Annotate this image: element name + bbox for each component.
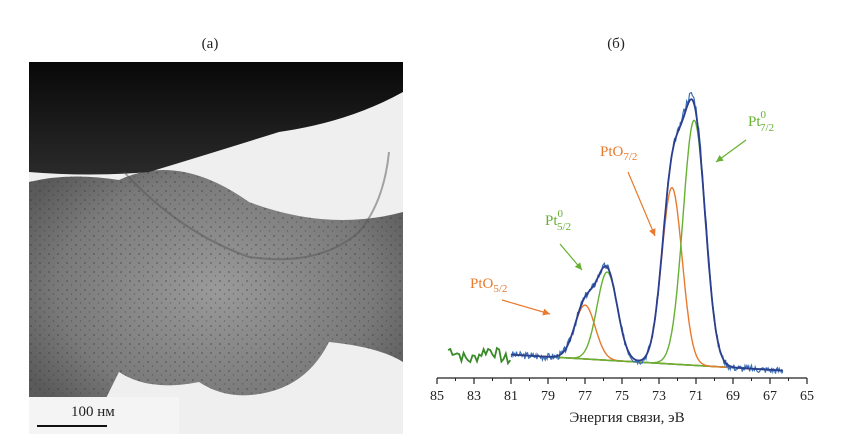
peak-arrowhead-2 (649, 228, 656, 236)
panel-b-label: (б) (607, 36, 625, 52)
peak-annotations: PtO5/2 Pt0 5/2 PtO7/2 Pt0 7/2 (470, 109, 774, 316)
fitted-peaks (510, 119, 783, 372)
x-tick-label: 67 (763, 389, 777, 404)
peak-label-1: Pt0 5/2 (545, 208, 571, 233)
x-tick-label: 75 (615, 389, 629, 404)
panel-a-label: (а) (201, 36, 219, 52)
dark-region (29, 62, 403, 175)
peak-arrowhead-3 (716, 155, 724, 162)
tem-micrograph: 100 нм (29, 62, 403, 434)
peak-label-3: Pt0 7/2 (748, 109, 774, 134)
pt-nanoparticles (29, 169, 403, 434)
xps-chart: 85 83 81 79 77 75 73 71 69 67 65 PtO5/2 Pt0 5/2 PtO7/… (430, 91, 814, 426)
x-tick-label: 83 (467, 389, 481, 404)
x-tick-label: 81 (504, 389, 518, 404)
peak-arrowhead-0 (542, 308, 550, 316)
noisy-spectrum-tail (447, 346, 512, 366)
peak-0 (510, 304, 783, 372)
x-tick-label: 65 (800, 389, 814, 404)
x-tick-label: 79 (541, 389, 555, 404)
peak-arrowhead-1 (574, 262, 582, 270)
envelope-curves (510, 91, 784, 375)
x-tick-label: 69 (726, 389, 740, 404)
experimental-spectrum (510, 91, 784, 375)
x-tick-label: 77 (578, 389, 592, 404)
peak-label-0: PtO5/2 (470, 276, 507, 295)
peak-arrow-2 (627, 171, 656, 237)
scale-bar-label: 100 нм (71, 404, 115, 420)
particle-edge (123, 151, 390, 261)
x-tick-label: 71 (689, 389, 703, 404)
peak-arrow-0 (501, 299, 551, 315)
envelope-fit (510, 98, 783, 372)
x-axis: 85 83 81 79 77 75 73 71 69 67 65 (430, 377, 814, 404)
peak-label-2: PtO7/2 (600, 144, 637, 163)
x-tick-label: 73 (652, 389, 666, 404)
x-axis-title: Энергия связи, эВ (569, 410, 684, 426)
scale-bar-box (29, 397, 179, 434)
x-tick-label: 85 (430, 389, 444, 404)
peak-3 (510, 119, 783, 372)
